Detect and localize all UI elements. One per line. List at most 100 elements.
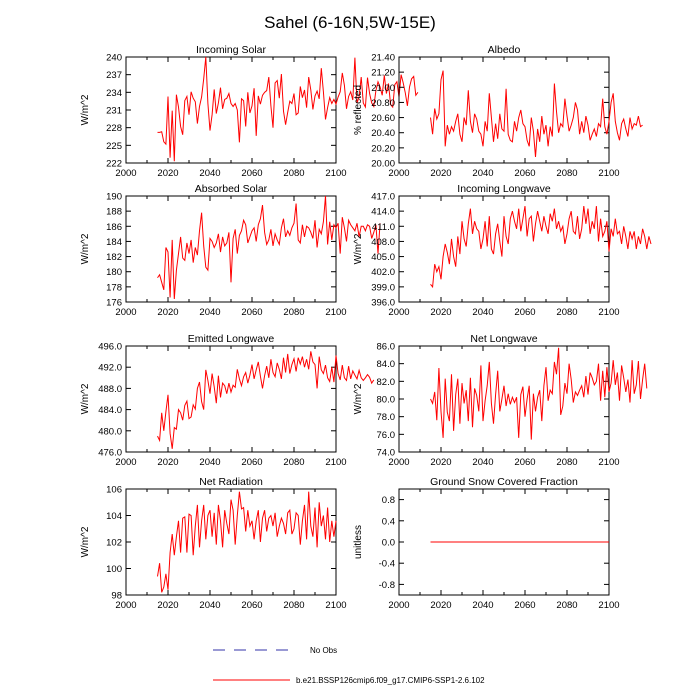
ylabel-incoming-longwave: W/m^2 bbox=[353, 233, 364, 264]
xtick-label-emitted-longwave: 2040 bbox=[199, 457, 220, 468]
panel-albedo: Albedo % reflected 2000 2020 2040 2060 2080 210… bbox=[353, 44, 643, 179]
panel-title-emitted-longwave: Emitted Longwave bbox=[188, 333, 275, 345]
xtick-label-ground-snow-covered-fraction: 2020 bbox=[430, 600, 451, 611]
ytick-label-incoming-longwave: 414.0 bbox=[371, 207, 395, 218]
ytick-label-net-radiation: 100 bbox=[106, 564, 122, 575]
ytick-label-net-radiation: 104 bbox=[106, 511, 122, 522]
xtick-label-net-longwave: 2040 bbox=[472, 457, 493, 468]
ytick-label-incoming-solar: 240 bbox=[106, 53, 122, 64]
ytick-label-net-longwave: 78.0 bbox=[377, 412, 396, 423]
xtick-label-albedo: 2080 bbox=[556, 168, 577, 179]
plot-frame-absorbed-solar bbox=[125, 195, 337, 303]
ylabel-ground-snow-covered-fraction: unitless bbox=[353, 525, 364, 559]
ylabel-net-longwave: W/m^2 bbox=[353, 383, 364, 414]
ytick-label-net-longwave: 84.0 bbox=[377, 359, 396, 370]
panel-title-ground-snow-covered-fraction: Ground Snow Covered Fraction bbox=[430, 476, 578, 488]
xtick-label-net-longwave: 2080 bbox=[556, 457, 577, 468]
ytick-label-emitted-longwave: 484.0 bbox=[98, 405, 122, 416]
panel-net-longwave: Net Longwave W/m^2 2000 2020 2040 2060 2080 210… bbox=[353, 333, 648, 468]
ytick-label-incoming-longwave: 396.0 bbox=[371, 298, 395, 309]
ylabel-emitted-longwave: W/m^2 bbox=[80, 383, 91, 414]
ytick-label-absorbed-solar: 188 bbox=[106, 207, 122, 218]
ytick-label-incoming-solar: 222 bbox=[106, 159, 122, 170]
ytick-label-net-radiation: 106 bbox=[106, 485, 122, 496]
ytick-label-ground-snow-covered-fraction: -0.8 bbox=[379, 580, 395, 591]
plot-frame-incoming-longwave bbox=[398, 195, 610, 303]
ylabel-net-radiation: W/m^2 bbox=[80, 526, 91, 557]
ytick-label-emitted-longwave: 492.0 bbox=[98, 363, 122, 374]
ytick-label-net-longwave: 80.0 bbox=[377, 395, 396, 406]
series-line-albedo bbox=[430, 70, 643, 157]
xtick-label-net-longwave: 2000 bbox=[388, 457, 409, 468]
ytick-label-absorbed-solar: 180 bbox=[106, 267, 122, 278]
xtick-label-net-radiation: 2080 bbox=[283, 600, 304, 611]
legend: No Obs b.e21.BSSP126cmip6.f09_g17.CMIP6-… bbox=[213, 646, 485, 685]
ytick-label-net-longwave: 76.0 bbox=[377, 430, 396, 441]
ytick-label-albedo: 20.40 bbox=[371, 128, 395, 139]
xtick-label-emitted-longwave: 2100 bbox=[325, 457, 346, 468]
panel-title-albedo: Albedo bbox=[488, 44, 521, 56]
ytick-label-incoming-solar: 234 bbox=[106, 88, 122, 99]
xtick-label-incoming-solar: 2060 bbox=[241, 168, 262, 179]
xtick-label-net-radiation: 2020 bbox=[157, 600, 178, 611]
ytick-label-ground-snow-covered-fraction: 0.8 bbox=[382, 495, 395, 506]
xtick-label-absorbed-solar: 2100 bbox=[325, 307, 346, 318]
series-line-incoming-longwave bbox=[430, 206, 652, 289]
xtick-label-incoming-solar: 2100 bbox=[325, 168, 346, 179]
xtick-label-absorbed-solar: 2080 bbox=[283, 307, 304, 318]
xtick-label-incoming-solar: 2040 bbox=[199, 168, 220, 179]
xtick-label-ground-snow-covered-fraction: 2100 bbox=[598, 600, 619, 611]
xtick-label-incoming-longwave: 2020 bbox=[430, 307, 451, 318]
xtick-label-emitted-longwave: 2000 bbox=[115, 457, 136, 468]
ytick-label-emitted-longwave: 488.0 bbox=[98, 384, 122, 395]
ytick-label-incoming-longwave: 411.0 bbox=[372, 222, 395, 233]
ytick-label-incoming-solar: 225 bbox=[106, 141, 122, 152]
panel-title-incoming-solar: Incoming Solar bbox=[196, 44, 267, 56]
ytick-label-incoming-longwave: 417.0 bbox=[371, 192, 395, 203]
ytick-label-net-longwave: 86.0 bbox=[377, 342, 396, 353]
series-line-emitted-longwave bbox=[157, 351, 375, 449]
xtick-label-absorbed-solar: 2020 bbox=[157, 307, 178, 318]
ylabel-albedo: % reflected bbox=[353, 85, 364, 135]
xtick-label-net-radiation: 2100 bbox=[325, 600, 346, 611]
xtick-label-net-longwave: 2100 bbox=[598, 457, 619, 468]
xtick-label-ground-snow-covered-fraction: 2080 bbox=[556, 600, 577, 611]
xtick-label-albedo: 2060 bbox=[514, 168, 535, 179]
xtick-label-ground-snow-covered-fraction: 2060 bbox=[514, 600, 535, 611]
ytick-label-net-longwave: 74.0 bbox=[377, 448, 396, 459]
ytick-label-incoming-longwave: 399.0 bbox=[371, 282, 395, 293]
xtick-label-incoming-longwave: 2060 bbox=[514, 307, 535, 318]
panel-incoming-longwave: Incoming Longwave W/m^2 2000 2020 2040 2060 20… bbox=[353, 183, 652, 318]
panel-grid: Incoming Solar W/m^2 2000 2020 2040 2060 2080 2… bbox=[80, 44, 652, 611]
xtick-label-net-longwave: 2060 bbox=[514, 457, 535, 468]
series-line-net-radiation bbox=[157, 491, 337, 593]
series-line-absorbed-solar bbox=[157, 195, 381, 300]
ytick-label-net-longwave: 82.0 bbox=[377, 377, 396, 388]
panel-title-incoming-longwave: Incoming Longwave bbox=[457, 183, 551, 195]
ytick-label-absorbed-solar: 186 bbox=[106, 222, 122, 233]
xtick-label-net-longwave: 2020 bbox=[430, 457, 451, 468]
xtick-label-emitted-longwave: 2020 bbox=[157, 457, 178, 468]
xtick-label-albedo: 2020 bbox=[430, 168, 451, 179]
xtick-label-net-radiation: 2040 bbox=[199, 600, 220, 611]
series-line-incoming-solar bbox=[157, 56, 419, 162]
ytick-label-incoming-longwave: 408.0 bbox=[371, 237, 395, 248]
ytick-label-absorbed-solar: 176 bbox=[106, 298, 122, 309]
ytick-label-ground-snow-covered-fraction: 0.4 bbox=[382, 516, 395, 527]
xtick-label-albedo: 2100 bbox=[598, 168, 619, 179]
ytick-label-albedo: 21.40 bbox=[371, 53, 395, 64]
ytick-label-net-radiation: 102 bbox=[106, 538, 122, 549]
ytick-label-albedo: 20.60 bbox=[371, 113, 395, 124]
ytick-label-absorbed-solar: 184 bbox=[106, 237, 122, 248]
ytick-label-emitted-longwave: 480.0 bbox=[98, 426, 122, 437]
xtick-label-incoming-solar: 2020 bbox=[157, 168, 178, 179]
ytick-label-absorbed-solar: 178 bbox=[106, 282, 122, 293]
ytick-label-albedo: 21.20 bbox=[371, 68, 395, 79]
ytick-label-absorbed-solar: 182 bbox=[106, 252, 122, 263]
panel-ground-snow-covered-fraction: Ground Snow Covered Fraction unitless 2000… bbox=[353, 476, 620, 611]
xtick-label-incoming-longwave: 2080 bbox=[556, 307, 577, 318]
legend-model-label: b.e21.BSSP126cmip6.f09_g17.CMIP6-SSP1-2.… bbox=[296, 676, 485, 685]
xtick-label-incoming-longwave: 2100 bbox=[598, 307, 619, 318]
xtick-label-absorbed-solar: 2000 bbox=[115, 307, 136, 318]
